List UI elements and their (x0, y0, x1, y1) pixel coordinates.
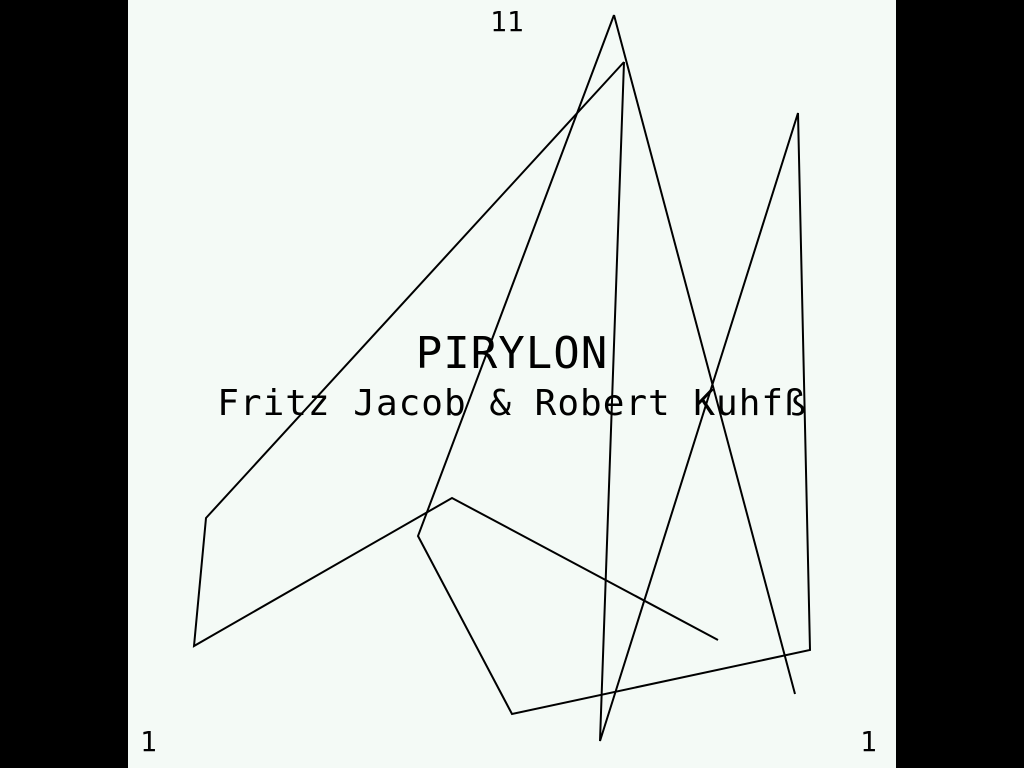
outline-left-shape (192, 61, 719, 648)
score-bottom-right: 1 (860, 725, 877, 758)
game-title: PIRYLON (415, 328, 609, 379)
score-top: 11 (490, 5, 524, 38)
vector-lines (192, 14, 812, 742)
playfield: 11 PIRYLON Fritz Jacob & Robert Kuhfß 1 … (128, 0, 896, 768)
outline-right-spike (613, 14, 796, 695)
score-bottom-left: 1 (140, 725, 157, 758)
outline-center-spire (416, 14, 812, 742)
game-credits: Fritz Jacob & Robert Kuhfß (217, 383, 807, 424)
